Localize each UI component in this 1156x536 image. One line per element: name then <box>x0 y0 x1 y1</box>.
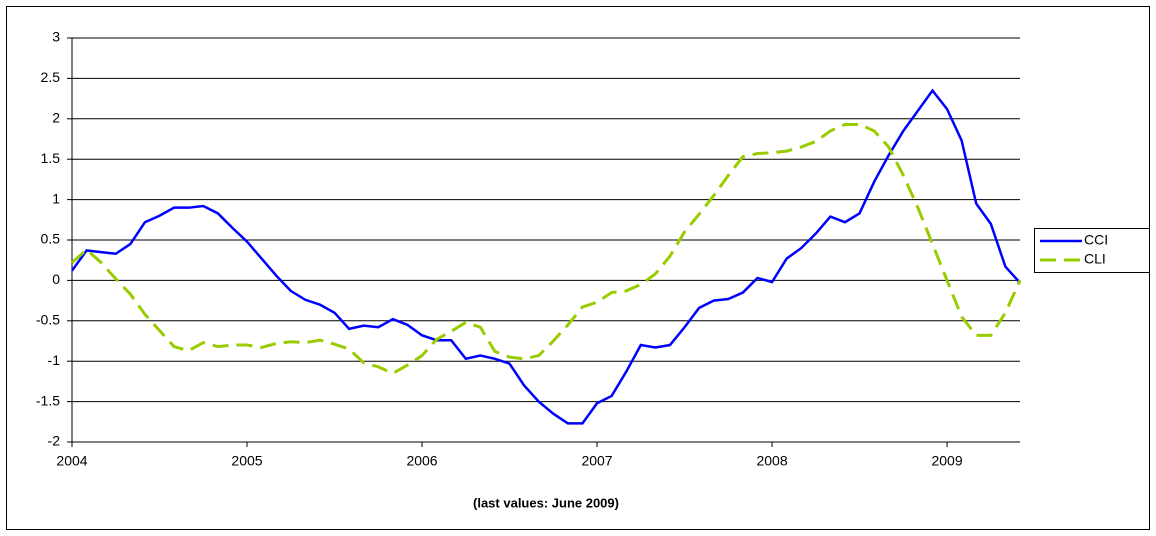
y-tick-label: -1.5 <box>36 392 60 408</box>
y-tick-label: 2.5 <box>41 69 61 85</box>
series-line <box>70 88 1021 425</box>
x-tick-label: 2007 <box>581 453 612 469</box>
x-axis-label: (last values: June 2009) <box>473 495 619 510</box>
x-tick-label: 2005 <box>231 453 262 469</box>
x-tick-label: 2009 <box>931 453 962 469</box>
x-tick-label: 2004 <box>56 453 87 469</box>
y-tick-label: 0 <box>52 271 60 287</box>
y-tick-label: 1.5 <box>41 150 61 166</box>
legend-label: CCI <box>1084 232 1108 248</box>
chart-frame <box>6 6 1150 530</box>
y-tick-label: 3 <box>52 29 60 45</box>
x-tick-label: 2006 <box>406 453 437 469</box>
y-tick-label: -0.5 <box>36 312 60 328</box>
x-tick-label: 2008 <box>756 453 787 469</box>
y-tick-label: 2 <box>52 110 60 126</box>
y-tick-label: 0.5 <box>41 231 61 247</box>
y-tick-label: -1 <box>48 352 61 368</box>
y-tick-label: 1 <box>52 190 60 206</box>
legend-box <box>1034 228 1150 273</box>
y-tick-label: -2 <box>48 433 61 449</box>
legend-label: CLI <box>1084 251 1106 267</box>
